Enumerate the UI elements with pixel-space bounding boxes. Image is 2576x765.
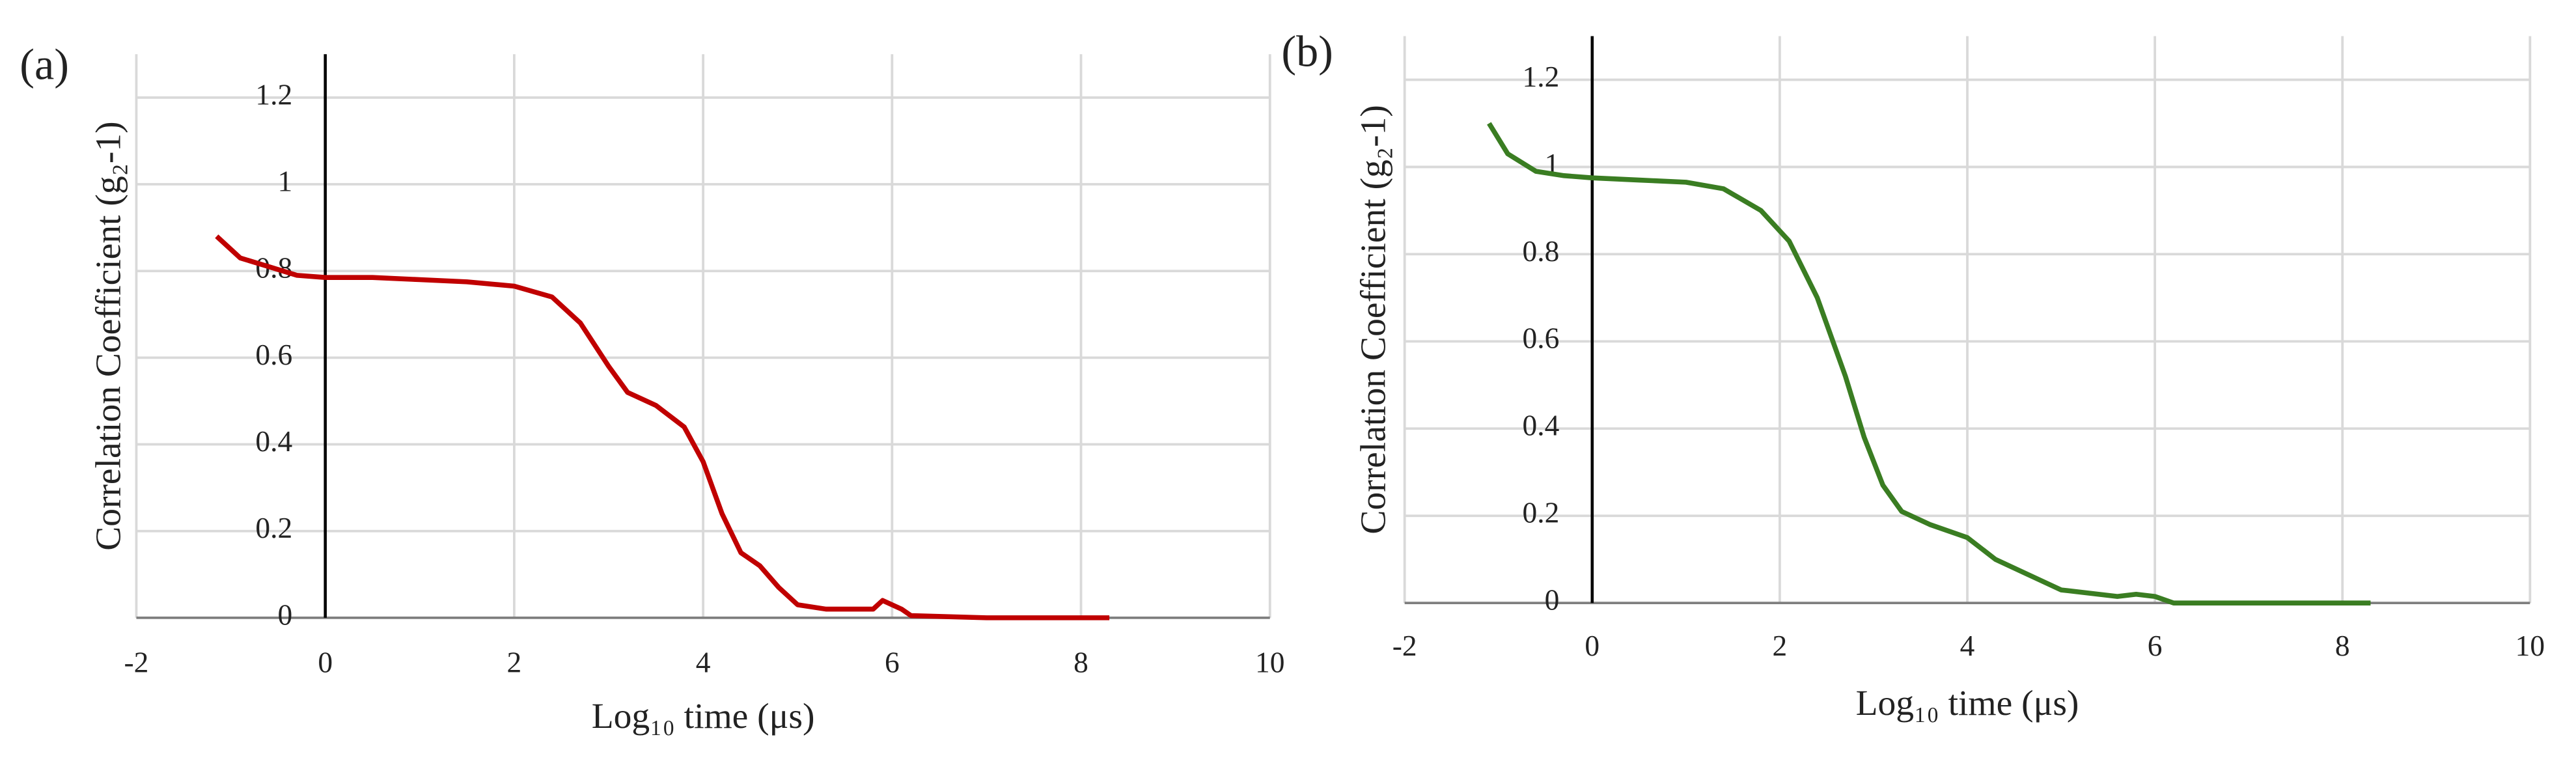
x-tick-label: 6 xyxy=(885,646,900,678)
y-tick-label: 0 xyxy=(277,598,292,631)
y-tick-label: 1.2 xyxy=(255,78,292,111)
x-tick-label: 2 xyxy=(1773,630,1788,662)
y-tick-label: 0.2 xyxy=(1523,497,1560,529)
panel-label: (b) xyxy=(1281,26,1333,76)
y-tick-label: 0 xyxy=(1545,584,1560,617)
data-line xyxy=(215,234,1110,620)
y-tick-label: 0.2 xyxy=(255,512,292,544)
x-tick-label: -2 xyxy=(1392,630,1417,662)
y-tick-label: 0.8 xyxy=(1523,235,1560,268)
x-axis-title: Log₁₀ time (μs) xyxy=(1856,684,2079,723)
x-tick-label: 4 xyxy=(1960,630,1975,662)
y-tick-label: 0.4 xyxy=(255,425,292,458)
x-tick-label: 0 xyxy=(1585,630,1600,662)
x-tick-label: 10 xyxy=(1255,646,1284,678)
y-axis-title: Correlation Coefficient (g₂-1) xyxy=(89,121,128,550)
x-tick-label: -2 xyxy=(124,646,149,678)
data-line xyxy=(1487,122,2371,605)
y-tick-label: 1 xyxy=(277,165,292,197)
y-tick-label: 1.2 xyxy=(1523,61,1560,93)
panel-label: (a) xyxy=(20,40,69,89)
x-axis-title: Log₁₀ time (μs) xyxy=(592,697,815,736)
y-tick-label: 0.4 xyxy=(1523,410,1560,442)
x-tick-label: 8 xyxy=(1073,646,1088,678)
x-tick-label: 4 xyxy=(696,646,711,678)
x-tick-label: 0 xyxy=(318,646,333,678)
x-tick-label: 6 xyxy=(2148,630,2163,662)
y-tick-label: 0.6 xyxy=(255,339,292,371)
x-tick-label: 2 xyxy=(507,646,522,678)
x-tick-label: 8 xyxy=(2335,630,2350,662)
x-tick-label: 10 xyxy=(2515,630,2545,662)
y-tick-label: 0.6 xyxy=(1523,322,1560,355)
y-axis-title: Correlation Coefficient (g₂-1) xyxy=(1354,105,1394,534)
